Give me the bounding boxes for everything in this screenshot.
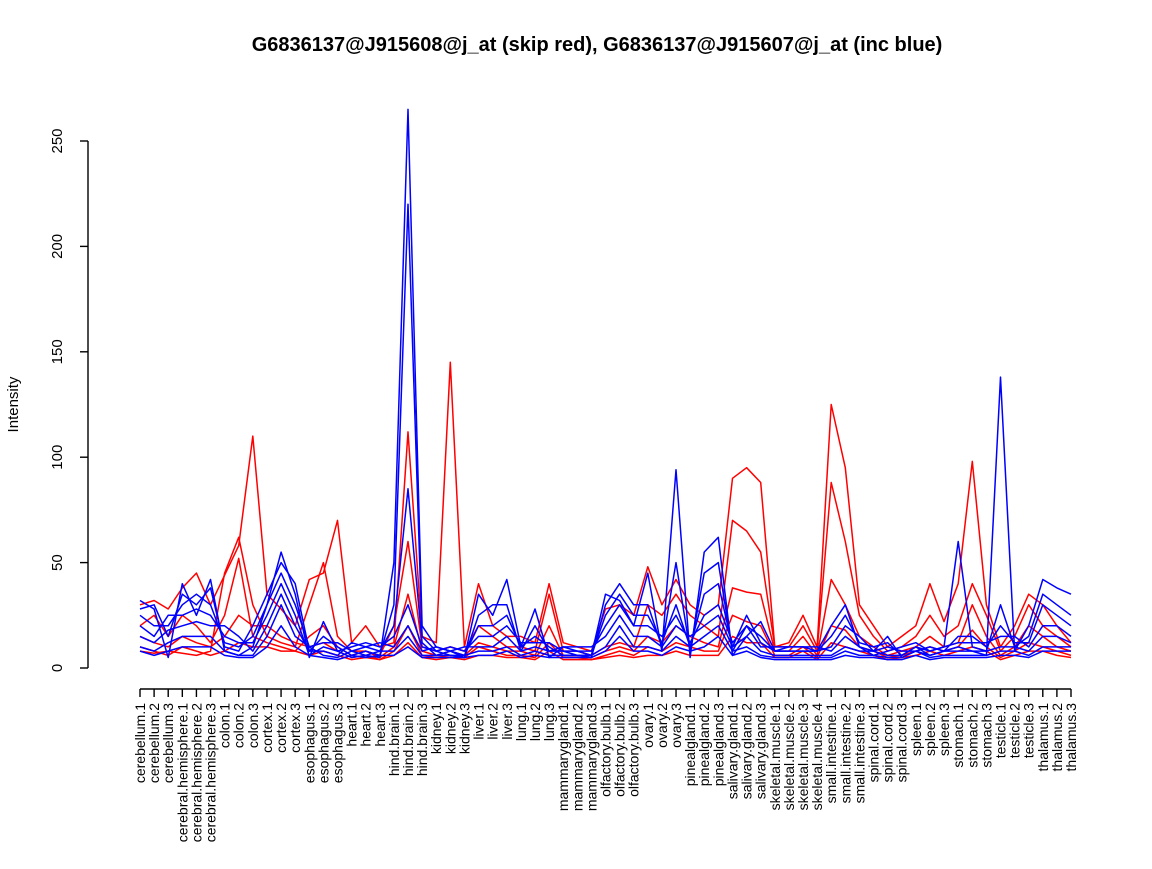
x-tick-label: stomach.2 (964, 703, 980, 768)
x-tick-label: testicle.3 (1021, 703, 1037, 758)
x-tick-label: cerebellum.1 (132, 703, 148, 783)
x-axis: cerebellum.1cerebellum.2cerebellum.3cere… (132, 688, 1079, 843)
x-tick-label: spinal.cord.3 (894, 703, 910, 783)
x-tick-label: ovary.1 (640, 703, 656, 748)
y-tick-label: 150 (49, 339, 66, 364)
x-tick-label: spleen.3 (936, 703, 952, 756)
x-tick-label: pinealgland.1 (682, 703, 698, 787)
x-tick-label: cerebellum.2 (146, 703, 162, 783)
x-tick-label: colon.2 (231, 703, 247, 748)
x-tick-label: kidney.1 (428, 703, 444, 754)
x-tick-label: testicle.2 (1007, 703, 1023, 758)
x-tick-label: pinealgland.3 (710, 703, 726, 787)
x-tick-label: salivary.gland.3 (753, 703, 769, 799)
inc-series-line-12 (139, 625, 1071, 661)
x-tick-label: esophagus.3 (329, 703, 345, 783)
x-tick-label: kidney.3 (456, 703, 472, 754)
x-tick-label: small.intestine.2 (837, 703, 853, 804)
x-tick-label: colon.1 (217, 703, 233, 748)
x-tick-label: cerebral.hemisphere.1 (174, 703, 190, 843)
x-tick-label: cerebral.hemisphere.2 (188, 703, 204, 843)
x-tick-label: hind.brain.2 (400, 703, 416, 776)
x-tick-label: small.intestine.3 (851, 703, 867, 804)
x-tick-label: ovary.2 (654, 703, 670, 748)
x-tick-label: cerebellum.3 (160, 703, 176, 783)
x-tick-label: liver.3 (499, 703, 515, 740)
x-tick-label: olfactory.bulb.3 (626, 703, 642, 797)
y-tick-label: 0 (49, 664, 66, 672)
x-tick-label: testicle.1 (992, 703, 1008, 758)
x-tick-label: pinealgland.2 (696, 703, 712, 787)
x-tick-label: ovary.3 (668, 703, 684, 748)
y-tick-label: 100 (49, 445, 66, 470)
skip-series-line-2 (139, 481, 1072, 657)
x-tick-label: olfactory.bulb.2 (612, 703, 628, 797)
x-tick-label: skeletal.muscle.3 (795, 703, 811, 811)
inc-series-line-10 (139, 593, 1072, 657)
y-axis-label: Intensity (5, 376, 22, 432)
x-tick-label: heart.3 (372, 703, 388, 747)
x-tick-label: stomach.1 (950, 703, 966, 768)
x-tick-label: thalamus.1 (1035, 703, 1051, 772)
x-tick-label: mammarygland.3 (583, 703, 599, 811)
x-tick-label: kidney.2 (442, 703, 458, 754)
x-tick-label: lung.2 (527, 703, 543, 741)
x-tick-label: spinal.cord.2 (880, 703, 896, 783)
x-tick-label: spleen.1 (908, 703, 924, 756)
x-tick-label: colon.3 (245, 703, 261, 748)
x-tick-label: liver.1 (471, 703, 487, 740)
x-tick-label: skeletal.muscle.1 (767, 703, 783, 811)
y-tick-label: 50 (49, 554, 66, 571)
x-tick-label: lung.1 (513, 703, 529, 741)
x-tick-label: spleen.2 (922, 703, 938, 756)
x-tick-label: cortex.3 (287, 703, 303, 753)
x-tick-label: esophagus.1 (301, 703, 317, 783)
x-tick-label: salivary.gland.2 (739, 703, 755, 799)
x-tick-label: mammarygland.1 (555, 703, 571, 811)
x-tick-label: skeletal.muscle.4 (809, 703, 825, 811)
x-tick-label: stomach.3 (978, 703, 994, 768)
x-tick-label: small.intestine.1 (823, 703, 839, 804)
y-tick-label: 200 (49, 234, 66, 259)
x-tick-label: salivary.gland.1 (724, 703, 740, 799)
x-tick-label: liver.2 (485, 703, 501, 740)
y-axis: 0 50 100 150 200 250 (49, 128, 89, 672)
x-tick-label: thalamus.2 (1049, 703, 1065, 772)
x-tick-label: hind.brain.1 (386, 703, 402, 776)
inc-series-line-11 (139, 604, 1071, 659)
x-tick-label: cortex.1 (259, 703, 275, 753)
x-tick-label: skeletal.muscle.2 (781, 703, 797, 811)
x-tick-label: cerebral.hemisphere.3 (203, 703, 219, 843)
x-tick-label: hind.brain.3 (414, 703, 430, 776)
x-tick-label: thalamus.3 (1063, 703, 1079, 772)
x-tick-label: heart.1 (344, 703, 360, 747)
y-tick-label: 250 (49, 128, 66, 153)
x-tick-label: cortex.2 (273, 703, 289, 753)
series-layer (139, 108, 1072, 661)
inc-series-line-8 (139, 488, 1072, 657)
x-tick-label: mammarygland.2 (569, 703, 585, 811)
x-tick-label: heart.2 (358, 703, 374, 747)
x-tick-label: spinal.cord.1 (866, 703, 882, 783)
chart-title: G6836137@J915608@j_at (skip red), G68361… (252, 34, 943, 56)
x-tick-label: olfactory.bulb.1 (598, 703, 614, 797)
inc-series-line-9 (139, 582, 1072, 657)
x-tick-label: esophagus.2 (315, 703, 331, 783)
x-tick-label: lung.3 (541, 703, 557, 741)
